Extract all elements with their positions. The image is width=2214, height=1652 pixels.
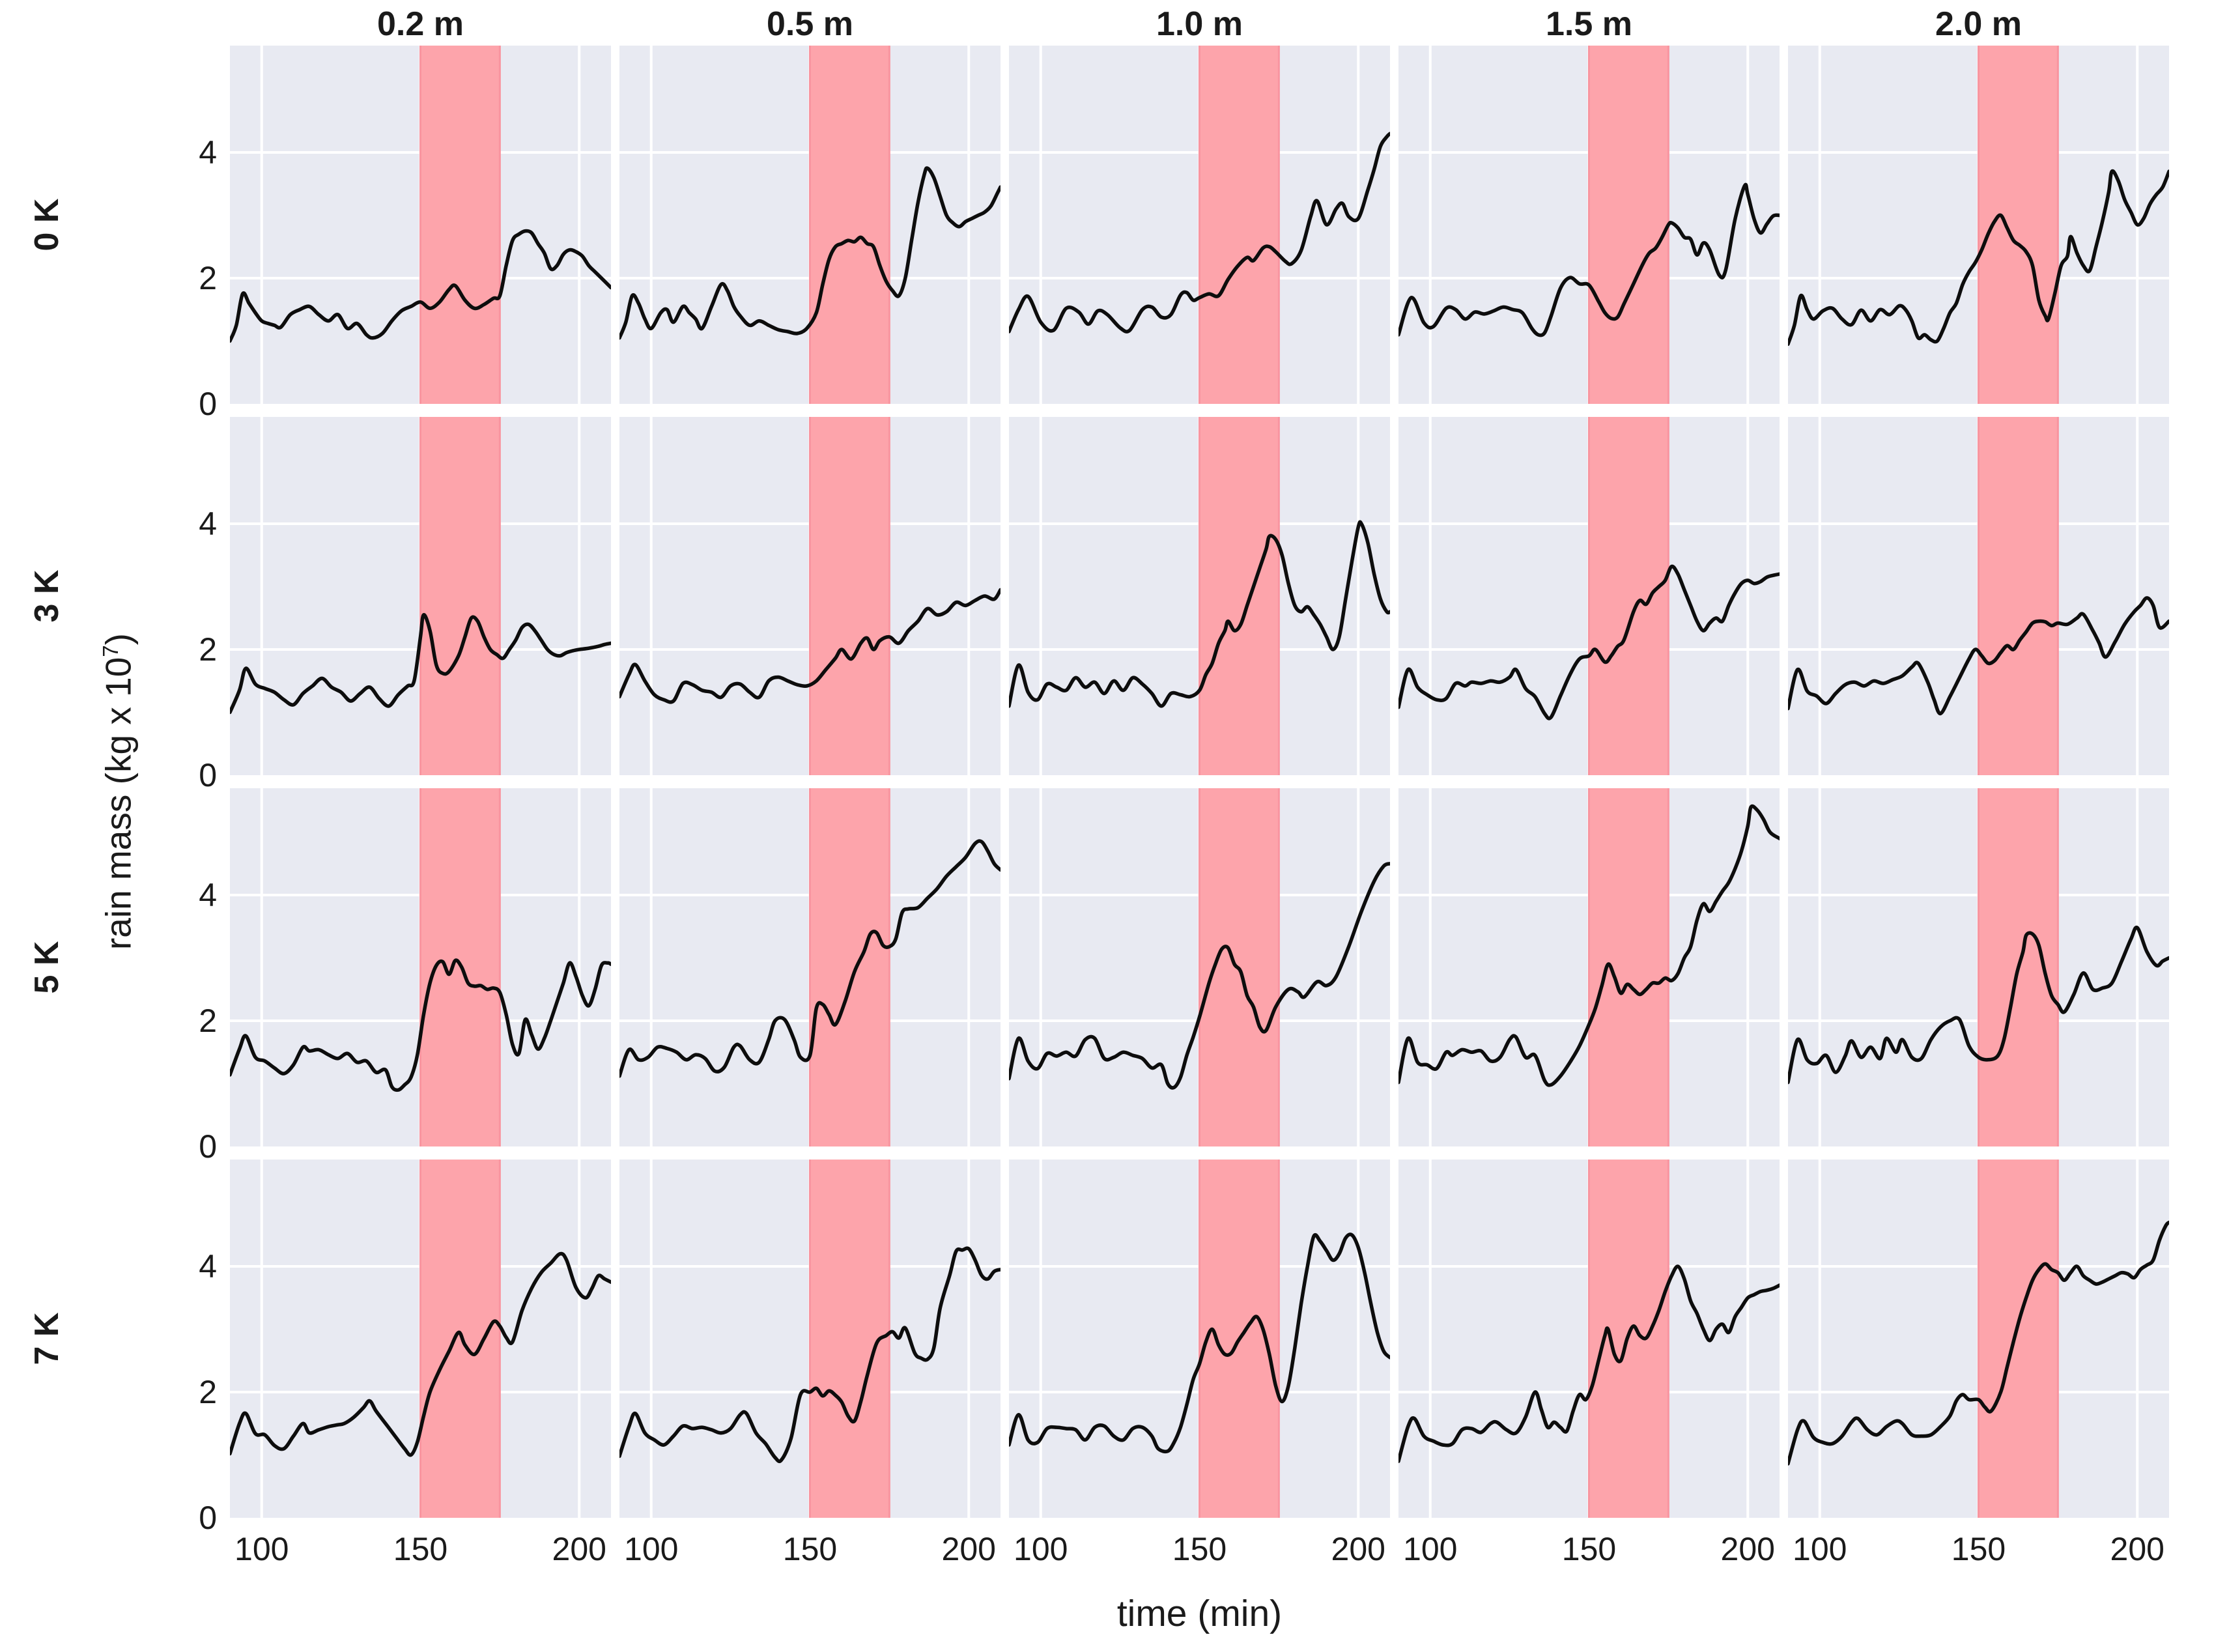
xtick-label: 200 xyxy=(1331,1531,1385,1567)
shaded-band xyxy=(1978,46,2058,404)
row-label-3K: 3 K xyxy=(28,569,66,623)
xtick-label: 150 xyxy=(1561,1531,1617,1567)
shaded-band xyxy=(1589,46,1669,404)
data-line xyxy=(1009,1232,1390,1454)
y-axis-label-close: ) xyxy=(98,633,139,646)
xtick-label: 200 xyxy=(1720,1531,1775,1567)
xtick-label: 150 xyxy=(1951,1531,2006,1567)
ytick-label: 2 xyxy=(199,631,217,668)
subplot-7K-2.0m xyxy=(1788,1160,2169,1518)
subplot-3K-0.2m xyxy=(230,417,611,775)
row-label-7K: 7 K xyxy=(28,1312,66,1365)
shaded-band xyxy=(810,788,890,1146)
ytick-label: 4 xyxy=(199,877,217,914)
ytick-label: 2 xyxy=(199,1003,217,1040)
col-header-2.0m: 2.0 m xyxy=(1935,5,2022,43)
xtick-label: 100 xyxy=(1793,1531,1847,1567)
shaded-band xyxy=(420,46,500,404)
y-axis-label-exponent: 7 xyxy=(98,645,122,657)
data-line xyxy=(619,839,1001,1078)
ytick-label: 0 xyxy=(199,386,217,422)
subplot-5K-1.0m xyxy=(1009,788,1390,1146)
ytick-label: 2 xyxy=(199,260,217,297)
shaded-band xyxy=(420,1160,500,1518)
subplot-5K-1.5m xyxy=(1398,788,1780,1146)
shaded-band xyxy=(1199,46,1279,404)
shaded-band xyxy=(810,46,890,404)
ytick-label: 0 xyxy=(199,757,217,793)
y-axis-label: rain mass (kg x 107) xyxy=(85,335,139,1247)
xtick-label: 100 xyxy=(624,1531,679,1567)
xtick-label: 200 xyxy=(2110,1531,2164,1567)
shaded-band xyxy=(1199,417,1279,775)
subplot-0K-0.2m xyxy=(230,46,611,404)
data-line xyxy=(1788,169,2169,347)
data-line xyxy=(230,613,611,715)
ytick-label: 4 xyxy=(199,506,217,543)
subplot-3K-1.5m xyxy=(1398,417,1780,775)
data-line xyxy=(619,166,1001,340)
shaded-band xyxy=(1978,1160,2058,1518)
xtick-label: 100 xyxy=(1403,1531,1458,1567)
data-line xyxy=(619,588,1001,704)
col-header-0.5m: 0.5 m xyxy=(767,5,853,43)
xtick-label: 200 xyxy=(941,1531,996,1567)
subplot-0K-1.5m xyxy=(1398,46,1780,404)
data-line xyxy=(1009,520,1390,708)
subplot-7K-1.0m xyxy=(1009,1160,1390,1518)
col-header-1.0m: 1.0 m xyxy=(1156,5,1243,43)
xtick-label: 150 xyxy=(393,1531,448,1567)
xtick-label: 150 xyxy=(782,1531,838,1567)
data-line xyxy=(1398,1264,1780,1463)
xtick-label: 100 xyxy=(234,1531,289,1567)
row-label-0K: 0 K xyxy=(28,198,66,251)
ytick-label: 4 xyxy=(199,134,217,171)
data-line xyxy=(1788,1220,2169,1466)
y-axis-label-text: rain mass (kg x 10 xyxy=(98,657,139,950)
subplot-3K-0.5m xyxy=(619,417,1001,775)
subplot-5K-2.0m xyxy=(1788,788,2169,1146)
subplot-0K-1.0m xyxy=(1009,46,1390,404)
shaded-band xyxy=(1589,788,1669,1146)
subplot-0K-0.5m xyxy=(619,46,1001,404)
subplot-7K-1.5m xyxy=(1398,1160,1780,1518)
shaded-band xyxy=(420,417,500,775)
shaded-band xyxy=(810,1160,890,1518)
data-line xyxy=(230,229,611,343)
x-axis-label: time (min) xyxy=(1116,1593,1283,1634)
subplot-3K-1.0m xyxy=(1009,417,1390,775)
data-line xyxy=(230,1251,611,1457)
subplot-5K-0.2m xyxy=(230,788,611,1146)
data-line xyxy=(1009,132,1390,334)
xtick-label: 100 xyxy=(1014,1531,1068,1567)
data-line xyxy=(1398,804,1780,1087)
subplot-5K-0.5m xyxy=(619,788,1001,1146)
subplot-3K-2.0m xyxy=(1788,417,2169,775)
data-line xyxy=(1788,596,2169,716)
data-line xyxy=(1398,564,1780,720)
data-line xyxy=(1788,925,2169,1085)
xtick-label: 150 xyxy=(1172,1531,1227,1567)
shaded-band xyxy=(1589,417,1669,775)
ytick-label: 0 xyxy=(199,1128,217,1165)
ytick-label: 2 xyxy=(199,1374,217,1411)
ytick-label: 0 xyxy=(199,1500,217,1536)
shaded-band xyxy=(1978,417,2058,775)
row-label-5K: 5 K xyxy=(28,941,66,994)
subplot-7K-0.2m xyxy=(230,1160,611,1518)
subplot-0K-2.0m xyxy=(1788,46,2169,404)
data-line xyxy=(619,1246,1001,1463)
col-header-0.2m: 0.2 m xyxy=(377,5,464,43)
shaded-band xyxy=(810,417,890,775)
data-line xyxy=(230,958,611,1092)
xtick-label: 200 xyxy=(552,1531,606,1567)
ytick-label: 4 xyxy=(199,1248,217,1285)
col-header-1.5m: 1.5 m xyxy=(1546,5,1632,43)
data-line xyxy=(1009,862,1390,1090)
data-line xyxy=(1398,182,1780,337)
subplot-7K-0.5m xyxy=(619,1160,1001,1518)
